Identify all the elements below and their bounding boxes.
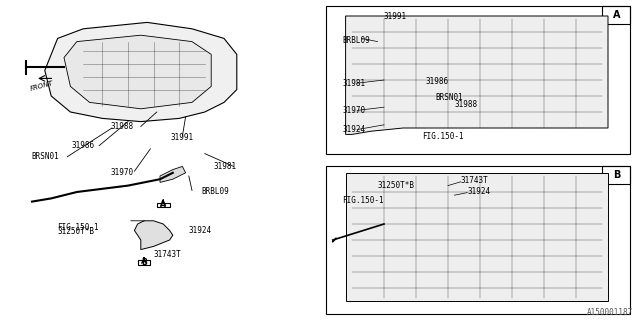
Text: 31988: 31988 <box>110 122 133 131</box>
Bar <box>602 6 630 24</box>
Text: 31970: 31970 <box>342 106 365 115</box>
Text: 31991: 31991 <box>171 133 194 142</box>
Text: BRSN01: BRSN01 <box>435 93 463 102</box>
Text: A150001187: A150001187 <box>588 308 634 317</box>
Text: 31991: 31991 <box>384 12 407 20</box>
Text: 31743T: 31743T <box>461 176 488 185</box>
Text: 31988: 31988 <box>454 100 477 108</box>
Bar <box>602 166 630 184</box>
Text: FIG.150-1: FIG.150-1 <box>58 223 99 232</box>
Text: BRBL09: BRBL09 <box>202 188 229 196</box>
Text: 31924: 31924 <box>342 125 365 134</box>
Bar <box>326 166 630 314</box>
Text: BRSN01: BRSN01 <box>31 152 59 161</box>
Bar <box>138 260 150 265</box>
Text: FIG.150-1: FIG.150-1 <box>422 132 464 140</box>
Text: FRONT: FRONT <box>29 80 54 92</box>
Text: BRBL09: BRBL09 <box>342 36 370 44</box>
Polygon shape <box>346 173 608 301</box>
Text: 31250T*B: 31250T*B <box>378 181 415 190</box>
Text: B: B <box>612 170 620 180</box>
Text: 31250T*B: 31250T*B <box>58 228 95 236</box>
Text: FIG.150-1: FIG.150-1 <box>342 196 384 204</box>
Bar <box>157 203 170 207</box>
Polygon shape <box>346 16 608 134</box>
Text: 31970: 31970 <box>110 168 133 177</box>
Text: 31986: 31986 <box>426 77 449 86</box>
Text: 31981: 31981 <box>214 162 237 171</box>
Text: 31924: 31924 <box>467 188 490 196</box>
Text: B: B <box>141 258 147 267</box>
Polygon shape <box>134 221 173 250</box>
Text: A: A <box>160 200 166 209</box>
Text: 31924: 31924 <box>189 226 212 235</box>
Polygon shape <box>45 22 237 122</box>
Text: 31981: 31981 <box>342 79 365 88</box>
Text: 31743T: 31743T <box>154 250 181 259</box>
Polygon shape <box>64 35 211 109</box>
Text: 31986: 31986 <box>72 141 95 150</box>
Bar <box>326 6 630 154</box>
Polygon shape <box>160 166 186 182</box>
Text: A: A <box>612 10 620 20</box>
